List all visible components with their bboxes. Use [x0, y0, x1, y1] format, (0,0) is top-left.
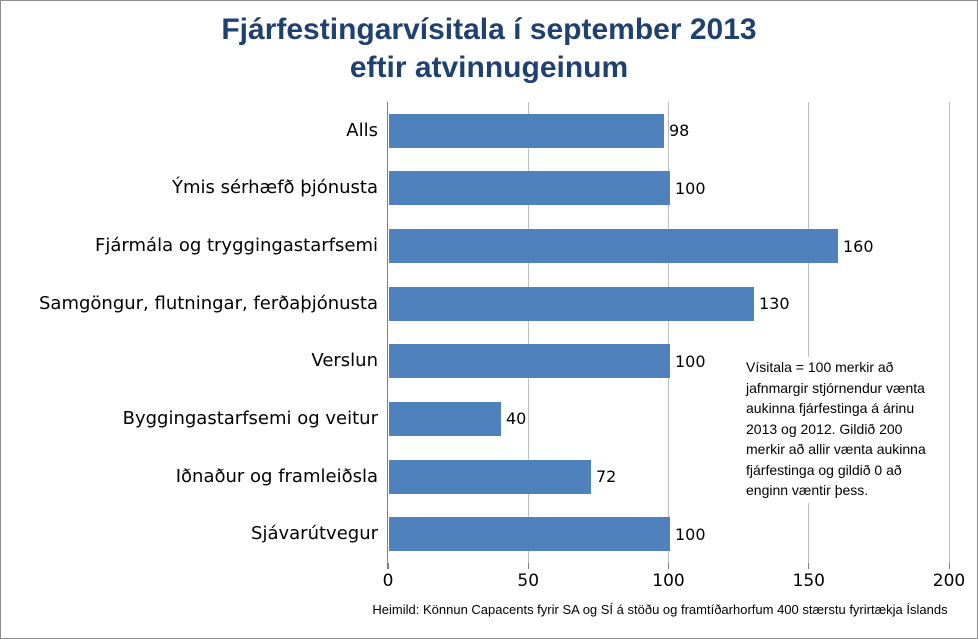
gridline — [808, 102, 810, 563]
category-label: Ýmis sérhæfð þjónusta — [171, 177, 378, 199]
value-label: 72 — [596, 467, 617, 487]
bar — [389, 286, 754, 321]
x-axis-tick — [808, 563, 810, 569]
x-axis-tick-label: 0 — [382, 571, 394, 591]
x-axis-tick-label: 150 — [792, 571, 825, 591]
chart-title-line2: eftir atvinnugeinum — [349, 51, 629, 84]
value-label: 160 — [843, 236, 874, 256]
bar — [389, 113, 664, 148]
category-label: Byggingastarfsemi og veitur — [122, 407, 378, 429]
category-label: Fjármála og tryggingastarfsemi — [95, 235, 378, 257]
bar — [389, 171, 670, 206]
source-footer: Heimild: Könnun Capacents fyrir SA og SÍ… — [372, 602, 948, 617]
x-axis-tick-label: 200 — [932, 571, 966, 591]
bar — [389, 229, 838, 264]
bar — [389, 517, 670, 552]
x-axis-tick-label: 100 — [652, 571, 685, 591]
value-label: 130 — [759, 294, 790, 314]
chart-title-line1: Fjárfestingarvísitala í september 2013 — [221, 13, 757, 46]
bar — [389, 401, 501, 436]
value-label: 98 — [669, 121, 690, 141]
chart-title: Fjárfestingarvísitala í september 2013 e… — [1, 11, 977, 87]
category-label: Alls — [346, 119, 378, 141]
value-label: 40 — [506, 409, 527, 429]
category-label: Sjávarútvegur — [251, 523, 378, 545]
x-axis-tick — [668, 563, 669, 569]
gridline — [948, 102, 950, 563]
gridline — [668, 102, 669, 563]
category-label: Samgöngur, flutningar, ferðaþjónusta — [38, 292, 378, 314]
x-axis-tick-label: 50 — [517, 571, 540, 591]
value-label: 100 — [675, 524, 706, 544]
x-axis-tick — [948, 563, 950, 569]
gridline — [527, 102, 529, 563]
category-label: Iðnaður og framleiðsla — [175, 465, 378, 487]
y-axis-line — [387, 102, 388, 569]
annotation-note: Vísitala = 100 merkir að jafnmargir stjó… — [744, 357, 929, 503]
value-label: 100 — [675, 178, 706, 198]
value-label: 100 — [675, 351, 706, 371]
category-label: Verslun — [311, 350, 378, 372]
x-axis-tick — [387, 563, 389, 569]
x-axis-tick — [527, 563, 529, 569]
bar — [389, 459, 591, 494]
bar — [389, 344, 670, 379]
